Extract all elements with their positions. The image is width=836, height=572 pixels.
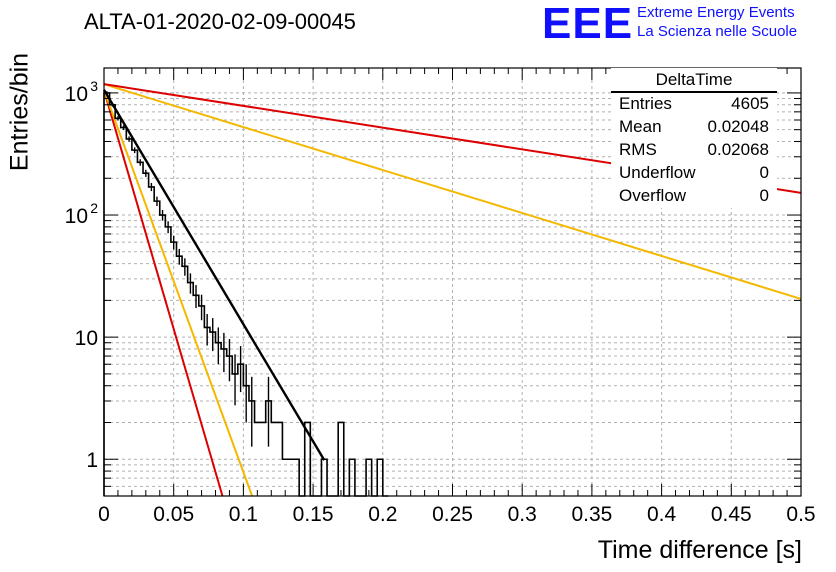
reference-curve-yellow bbox=[103, 83, 802, 300]
stats-title: DeltaTime bbox=[655, 70, 733, 89]
x-tick-label: 0.4 bbox=[647, 503, 677, 526]
histogram bbox=[103, 91, 389, 497]
stats-value: 4605 bbox=[731, 94, 769, 113]
x-tick-label: 0.3 bbox=[508, 503, 537, 526]
x-tick-label: 0.2 bbox=[368, 503, 397, 526]
x-tick-label: 0.45 bbox=[711, 503, 752, 526]
y-axis-label: Entries/bin bbox=[5, 52, 34, 172]
x-tick-label: 0.25 bbox=[432, 503, 473, 526]
logo-line-2: La Scienza nelle Scuole bbox=[637, 23, 798, 40]
x-tick-label: 0.05 bbox=[153, 503, 194, 526]
stats-divider bbox=[611, 91, 777, 93]
x-tick-label: 0.5 bbox=[786, 503, 815, 526]
stats-value: 0.02048 bbox=[707, 117, 769, 136]
x-tick-label: 0.15 bbox=[293, 503, 334, 526]
reference-curve-yellow bbox=[103, 89, 254, 497]
stats-box: DeltaTime Entries 4605 Mean 0.02048 RMS … bbox=[611, 68, 777, 208]
stats-label: RMS bbox=[619, 140, 657, 159]
stats-row-overflow: Overflow 0 bbox=[619, 186, 769, 208]
stats-label: Overflow bbox=[619, 186, 687, 205]
stats-row-rms: RMS 0.02068 bbox=[619, 140, 769, 162]
reference-curve-red bbox=[103, 90, 224, 497]
y-tick-exponent: 2 bbox=[90, 200, 98, 216]
stats-row-underflow: Underflow 0 bbox=[619, 163, 769, 185]
stats-row-entries: Entries 4605 bbox=[619, 94, 769, 116]
stats-label: Underflow bbox=[619, 163, 696, 182]
x-tick-label: 0.35 bbox=[571, 503, 612, 526]
fit-line bbox=[102, 89, 326, 461]
chart-title: ALTA-01-2020-02-09-00045 bbox=[84, 9, 356, 34]
tick-labels: 0 0.05 0.1 0.15 0.2 0.25 0.3 0.35 0.4 0.45 0.5 1 10 1… bbox=[65, 78, 816, 526]
stats-label: Mean bbox=[619, 117, 662, 136]
y-tick-exponent: 3 bbox=[90, 78, 98, 94]
stats-value: 0 bbox=[759, 186, 769, 205]
logo-line-1: Extreme Energy Events bbox=[637, 4, 795, 21]
x-tick-label: 0 bbox=[98, 503, 110, 526]
grid bbox=[104, 68, 801, 496]
y-tick-label: 10 bbox=[65, 205, 88, 228]
y-tick-label: 10 bbox=[65, 83, 88, 106]
y-tick-label: 10 bbox=[75, 327, 98, 350]
fit-curve bbox=[102, 89, 326, 461]
x-tick-label: 0.1 bbox=[229, 503, 258, 526]
stats-row-mean: Mean 0.02048 bbox=[619, 117, 769, 139]
x-axis-label: Time difference [s] bbox=[597, 536, 802, 564]
y-tick-label: 1 bbox=[86, 449, 98, 472]
stats-value: 0 bbox=[759, 163, 769, 182]
eee-logo: EEE bbox=[542, 0, 634, 48]
stats-label: Entries bbox=[619, 94, 672, 113]
stats-value: 0.02068 bbox=[707, 140, 769, 159]
